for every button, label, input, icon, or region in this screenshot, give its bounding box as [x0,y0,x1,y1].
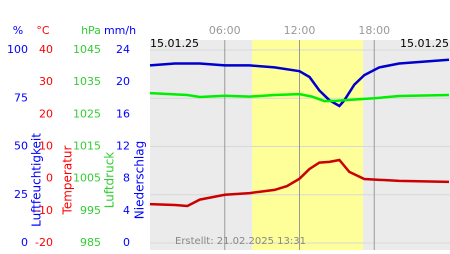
y-tick-label: -20 [35,236,53,249]
y-tick-label: 30 [39,75,53,88]
y-tick-label: 0 [21,236,28,249]
axis-label: Luftfeuchtigkeit [30,133,44,227]
y-tick-label: 1045 [73,43,101,56]
y-tick-label: 75 [14,91,28,104]
series-line [149,158,450,208]
y-tick-label: 1005 [73,172,101,185]
y-tick-label: 0 [123,236,130,249]
series-line [149,58,450,108]
y-tick-label: 0 [46,172,53,185]
y-tick-label: 100 [7,43,28,56]
y-tick-label: 995 [80,204,101,217]
y-tick-label: 16 [116,107,130,120]
axis-label: Niederschlag [133,141,147,219]
created-note: Erstellt: 21.02.2025 13:31 [175,236,306,247]
y-tick-label: 8 [123,172,130,185]
y-tick-label: 12 [116,140,130,153]
y-tick-label: 1035 [73,75,101,88]
axis-unit: % [13,24,23,37]
axis-unit: °C [36,24,50,37]
y-tick-label: 20 [116,75,130,88]
y-tick-label: 10 [39,140,53,153]
axis-unit: mm/h [104,24,136,37]
y-tick-label: 985 [80,236,101,249]
y-tick-label: 20 [39,107,53,120]
daylight-band [252,40,364,250]
series-line [149,91,450,103]
y-tick-label: 1025 [73,107,101,120]
axis-label: Luftdruck [103,152,117,209]
y-tick-label: 1015 [73,140,101,153]
y-tick-label: 4 [123,204,130,217]
y-tick-label: 24 [116,43,130,56]
y-tick-label: 40 [39,43,53,56]
axis-unit: hPa [81,24,101,37]
x-tick-label: 18:00 [358,24,390,37]
date-right: 15.01.25 [400,37,449,50]
y-tick-label: -10 [35,204,53,217]
date-left: 15.01.25 [150,37,199,50]
y-tick-label: 25 [14,188,28,201]
y-tick-label: 50 [14,140,28,153]
x-tick-label: 12:00 [284,24,316,37]
x-tick-label: 06:00 [209,24,241,37]
axis-label: Temperatur [61,145,75,215]
